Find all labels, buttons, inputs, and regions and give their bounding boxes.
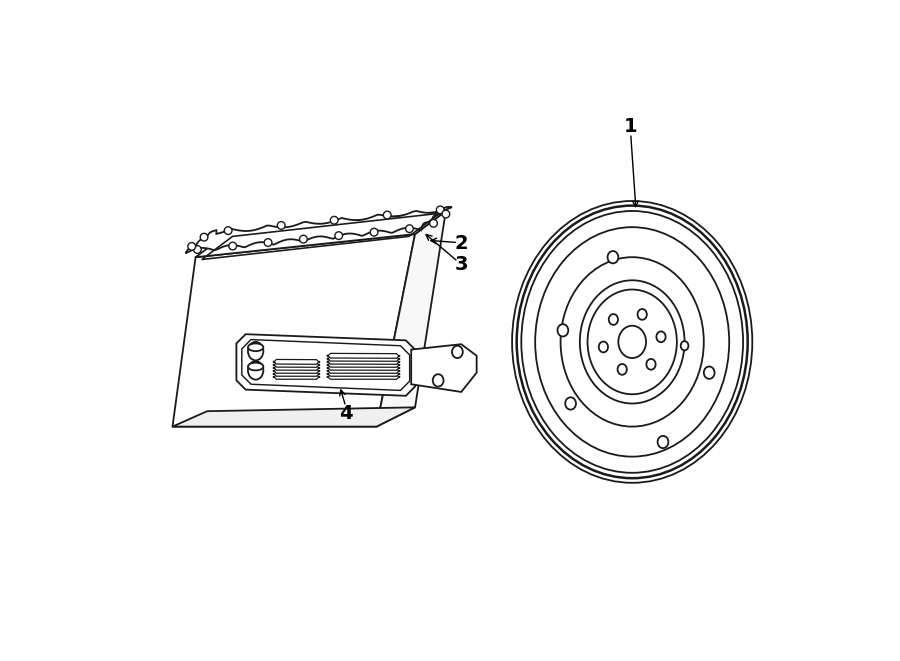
Ellipse shape	[637, 309, 647, 320]
Ellipse shape	[224, 227, 232, 235]
Ellipse shape	[557, 324, 568, 336]
Ellipse shape	[248, 344, 264, 351]
Polygon shape	[274, 369, 319, 373]
Ellipse shape	[194, 246, 202, 253]
Ellipse shape	[442, 210, 450, 218]
Polygon shape	[328, 371, 400, 376]
Ellipse shape	[277, 221, 285, 229]
Ellipse shape	[330, 216, 338, 224]
Polygon shape	[173, 407, 415, 426]
Polygon shape	[274, 375, 319, 379]
Ellipse shape	[452, 346, 463, 358]
Ellipse shape	[229, 242, 237, 250]
Polygon shape	[274, 371, 319, 376]
Text: 2: 2	[454, 234, 468, 253]
Polygon shape	[328, 375, 400, 379]
Ellipse shape	[517, 206, 748, 478]
Polygon shape	[411, 344, 477, 392]
Ellipse shape	[335, 232, 343, 239]
Ellipse shape	[680, 341, 688, 350]
Ellipse shape	[370, 228, 378, 236]
Ellipse shape	[618, 326, 646, 358]
Polygon shape	[195, 211, 446, 257]
Text: 1: 1	[624, 117, 637, 136]
Polygon shape	[376, 211, 446, 426]
Polygon shape	[185, 207, 452, 253]
Ellipse shape	[704, 367, 715, 379]
Ellipse shape	[248, 363, 264, 370]
Ellipse shape	[565, 397, 576, 410]
Ellipse shape	[433, 374, 444, 387]
Ellipse shape	[608, 314, 618, 325]
Polygon shape	[274, 366, 319, 370]
Polygon shape	[237, 334, 415, 396]
Ellipse shape	[248, 342, 264, 360]
Ellipse shape	[656, 331, 666, 342]
Ellipse shape	[265, 239, 272, 247]
Ellipse shape	[383, 211, 392, 219]
Polygon shape	[328, 366, 400, 370]
Polygon shape	[328, 362, 400, 368]
Polygon shape	[328, 354, 400, 358]
Ellipse shape	[188, 243, 195, 251]
Ellipse shape	[248, 361, 264, 379]
Text: 3: 3	[454, 255, 468, 274]
Ellipse shape	[617, 364, 626, 375]
Polygon shape	[328, 360, 400, 364]
Polygon shape	[173, 234, 415, 426]
Ellipse shape	[436, 206, 444, 214]
Ellipse shape	[512, 201, 752, 483]
Ellipse shape	[608, 251, 618, 263]
Polygon shape	[274, 360, 319, 364]
Ellipse shape	[598, 342, 608, 352]
Ellipse shape	[406, 225, 413, 233]
Ellipse shape	[200, 233, 208, 241]
Ellipse shape	[429, 219, 437, 227]
Polygon shape	[274, 362, 319, 368]
Polygon shape	[328, 356, 400, 362]
Ellipse shape	[646, 359, 655, 369]
Polygon shape	[328, 369, 400, 373]
Ellipse shape	[300, 235, 307, 243]
Text: 4: 4	[339, 404, 353, 423]
Ellipse shape	[658, 436, 669, 448]
